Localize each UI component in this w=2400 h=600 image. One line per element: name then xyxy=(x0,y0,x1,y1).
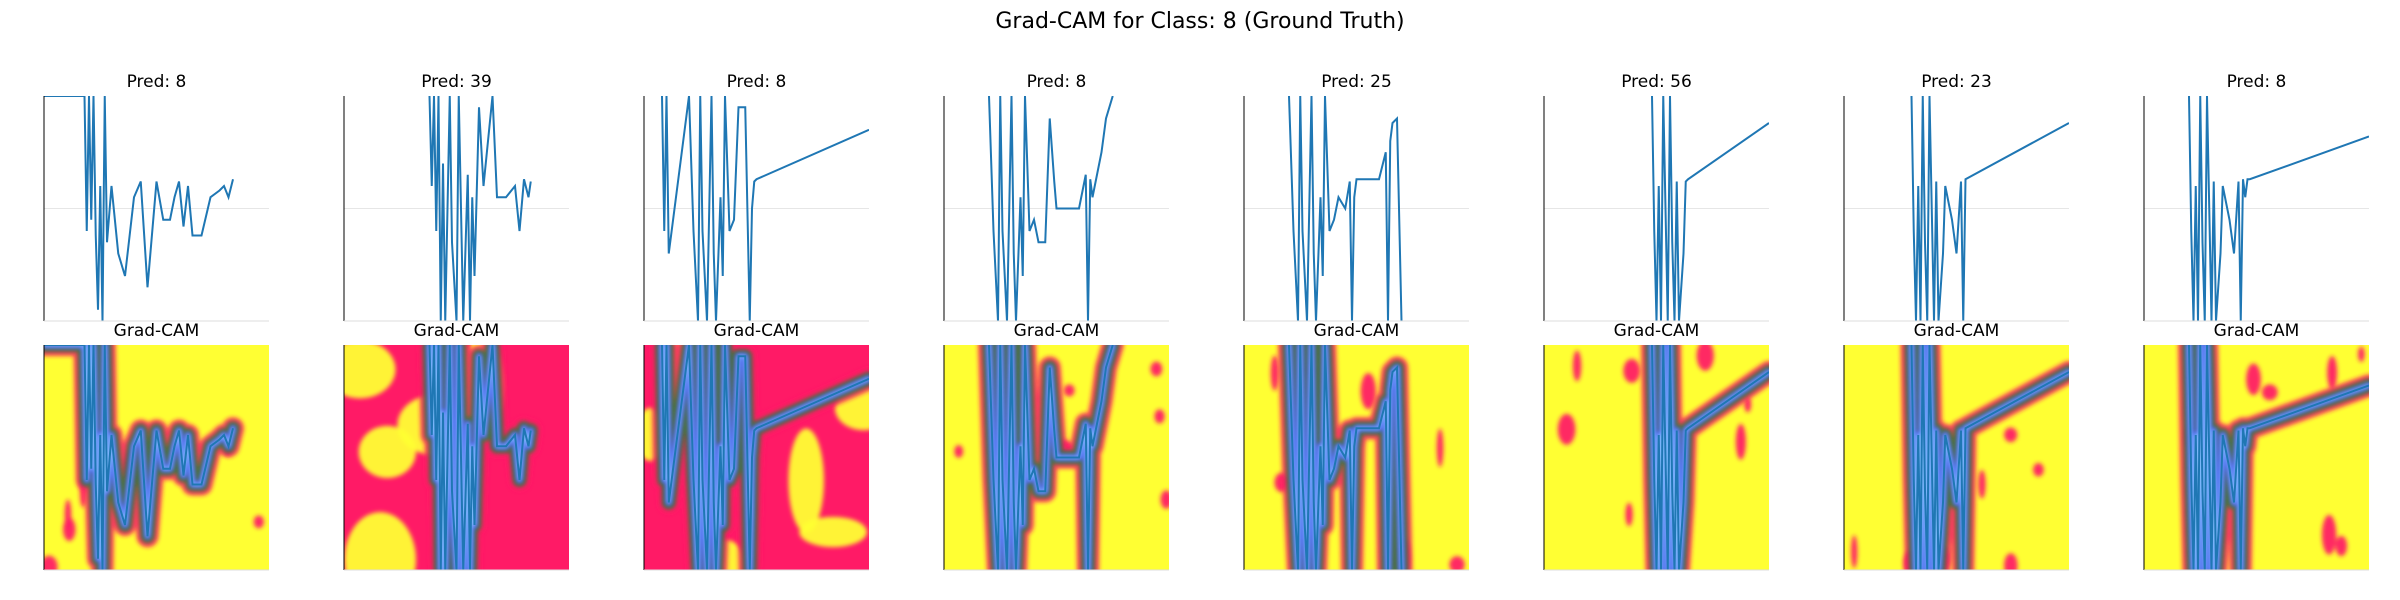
gradcam-title-7: Grad-CAM xyxy=(1914,321,2000,341)
gradcam-panel-1: Grad-CAM xyxy=(43,321,269,571)
heatmap-blob xyxy=(1572,350,1582,382)
heatmap-blob xyxy=(2358,346,2365,362)
pred-title-2: Pred: 39 xyxy=(421,72,492,92)
signal-panel-1: Pred: 8 xyxy=(43,72,269,322)
heatmap-blob xyxy=(2327,355,2338,390)
signal-line xyxy=(1288,96,1403,321)
gradcam-title-6: Grad-CAM xyxy=(1614,321,1700,341)
heatmap-blob xyxy=(344,512,416,570)
heatmap-blob xyxy=(1160,490,1169,509)
heatmap-blob xyxy=(1063,384,1075,397)
heatmap-blob xyxy=(1436,428,1444,468)
heatmap-blob xyxy=(799,516,867,548)
signal-panel-6: Pred: 56 xyxy=(1543,72,1769,322)
gradcam-title-4: Grad-CAM xyxy=(1014,321,1100,341)
heatmap-blob xyxy=(1360,373,1376,410)
gradcam-panel-3: Grad-CAM xyxy=(643,321,869,571)
signal-line xyxy=(428,96,532,321)
gradcam-title-2: Grad-CAM xyxy=(414,321,500,341)
heatmap-blob xyxy=(1557,413,1576,445)
gradcam-panel-5: Grad-CAM xyxy=(1243,321,1469,571)
signal-line xyxy=(1651,345,1769,570)
gradcam-title-5: Grad-CAM xyxy=(1314,321,1400,341)
panels-grid: Pred: 8 Pred: 39 Pred: 8 Pred: 8 Pred: 25 Pre… xyxy=(43,72,2369,571)
pred-title-3: Pred: 8 xyxy=(727,72,787,92)
signal-panel-8: Pred: 8 xyxy=(2143,72,2369,322)
gradcam-panel-6: Grad-CAM xyxy=(1543,321,1769,571)
heatmap-blob xyxy=(2246,363,2261,396)
gradcam-panel-7: Grad-CAM xyxy=(1843,321,2069,571)
gradcam-title-1: Grad-CAM xyxy=(114,321,200,341)
figure-title: Grad-CAM for Class: 8 (Ground Truth) xyxy=(995,9,1404,34)
heatmap-blob xyxy=(2004,553,2018,570)
heatmap-blob xyxy=(1978,469,1986,499)
signal-line xyxy=(988,345,1114,570)
signal-line xyxy=(1288,345,1403,570)
heatmap-blob xyxy=(253,515,264,529)
heatmap-blob xyxy=(1154,409,1165,424)
heatmap-blob xyxy=(1696,345,1714,371)
heatmap-blob xyxy=(2321,514,2337,555)
heatmap-blob xyxy=(1623,358,1641,383)
pred-title-1: Pred: 8 xyxy=(127,72,187,92)
signal-line xyxy=(1910,96,2069,321)
heatmap-blob xyxy=(64,499,72,531)
heatmap-blob xyxy=(954,445,964,458)
heatmap-blob xyxy=(788,428,824,533)
signal-line xyxy=(44,96,234,321)
signal-line xyxy=(988,96,1114,321)
signal-line xyxy=(44,345,234,570)
gradcam-panel-4: Grad-CAM xyxy=(943,321,1169,571)
signal-line xyxy=(2188,96,2369,321)
heatmap-blob xyxy=(2335,535,2348,557)
signal-line xyxy=(2188,345,2369,570)
signal-panel-2: Pred: 39 xyxy=(343,72,569,322)
pred-title-7: Pred: 23 xyxy=(1921,72,1992,92)
gradcam-panel-8: Grad-CAM xyxy=(2143,321,2369,571)
pred-title-8: Pred: 8 xyxy=(2227,72,2287,92)
heatmap-blob xyxy=(2033,463,2044,477)
heatmap-blob xyxy=(1851,535,1858,569)
heatmap-blob xyxy=(344,345,396,399)
pred-title-4: Pred: 8 xyxy=(1027,72,1087,92)
heatmap-blob xyxy=(1625,502,1633,527)
heatmap-blob xyxy=(1735,423,1746,460)
signal-panel-5: Pred: 25 xyxy=(1243,72,1469,322)
pred-title-6: Pred: 56 xyxy=(1621,72,1692,92)
gradcam-panel-2: Grad-CAM xyxy=(343,321,569,571)
gradcam-title-3: Grad-CAM xyxy=(714,321,800,341)
signal-line xyxy=(428,345,532,570)
signal-panel-4: Pred: 8 xyxy=(943,72,1169,322)
heatmap-blob xyxy=(44,555,58,570)
signal-line xyxy=(1651,96,1769,321)
heatmap-blob xyxy=(1449,556,1465,570)
heatmap-blob xyxy=(2261,384,2278,401)
heatmap-blob xyxy=(1270,355,1279,391)
gradcam-title-8: Grad-CAM xyxy=(2214,321,2300,341)
signal-panel-3: Pred: 8 xyxy=(643,72,869,322)
pred-title-5: Pred: 25 xyxy=(1321,72,1392,92)
heatmap-blob xyxy=(1150,361,1163,377)
signal-panel-7: Pred: 23 xyxy=(1843,72,2069,322)
signal-line xyxy=(1910,345,2069,570)
heatmap-blob xyxy=(2004,427,2018,443)
